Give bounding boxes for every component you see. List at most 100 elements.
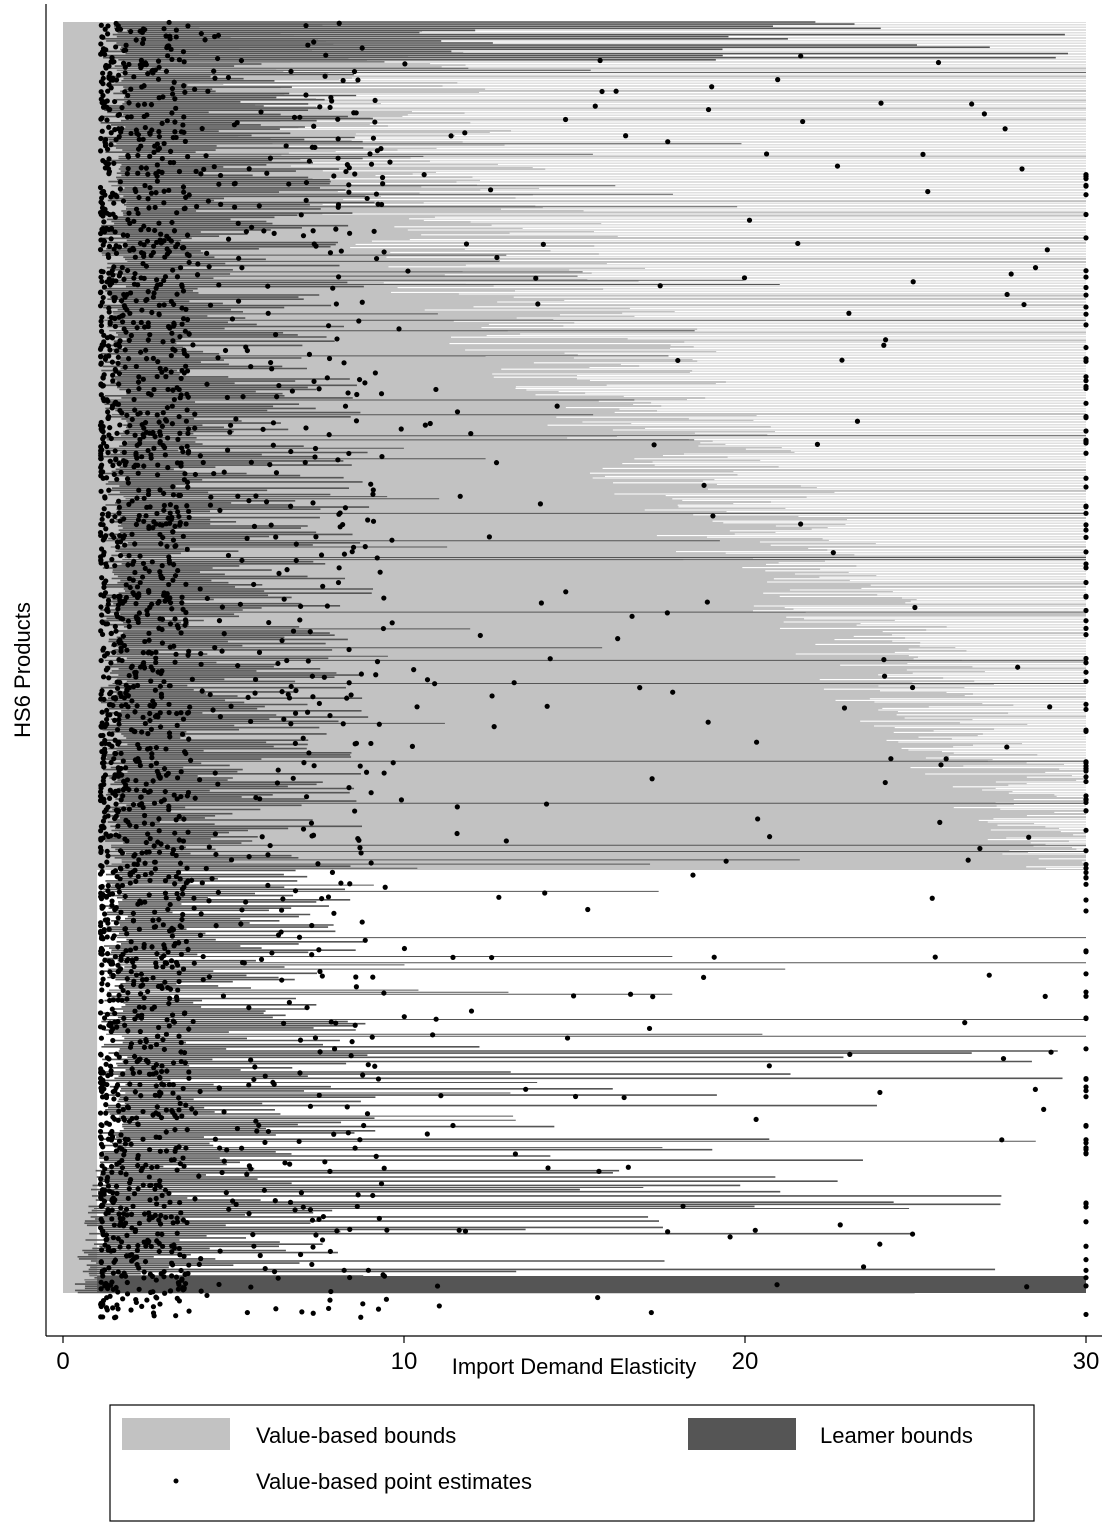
point-estimate [192,411,198,417]
point-estimate [108,1029,114,1035]
point-estimate [114,539,121,545]
point-estimate [124,838,130,844]
point-estimate [175,869,182,875]
point-estimate [144,296,150,303]
x-tick-label: 0 [56,1348,69,1375]
point-estimate [841,705,848,711]
point-estimate [99,962,105,968]
point-estimate [106,1056,112,1062]
point-estimate [132,757,138,763]
point-estimate [126,672,132,679]
point-estimate [147,332,153,338]
point-estimate [244,1171,250,1177]
point-estimate [357,845,363,851]
point-estimate [134,594,141,601]
point-estimate [159,1231,165,1237]
point-estimate [130,917,137,923]
point-estimate [181,59,187,65]
point-estimate [112,513,118,520]
point-estimate [382,884,388,890]
point-estimate [198,1288,204,1294]
point-estimate [132,1229,138,1235]
point-estimate [1083,1088,1089,1094]
point-estimate [1041,1106,1047,1112]
point-estimate [109,1216,115,1222]
point-estimate [343,168,349,175]
point-estimate [161,26,167,32]
point-estimate [176,513,182,520]
point-estimate [152,227,158,234]
point-estimate [328,1019,334,1025]
point-estimate [180,1217,186,1223]
point-estimate [109,405,115,411]
point-estimate [184,316,191,323]
point-estimate [854,418,861,424]
point-estimate [154,277,160,283]
point-estimate [1083,1094,1089,1100]
point-estimate [306,351,313,357]
point-estimate [146,630,152,636]
point-estimate [125,92,131,99]
point-estimate [98,521,104,528]
point-estimate [161,507,167,513]
point-estimate [212,831,218,837]
point-estimate [98,1136,105,1142]
point-estimate [154,768,160,774]
point-estimate [116,314,122,320]
point-estimate [296,1138,302,1145]
point-estimate [186,736,192,742]
point-estimate [111,200,117,206]
point-estimate [344,162,350,168]
point-estimate [287,1161,293,1167]
point-estimate [932,954,938,960]
point-estimate [122,347,128,353]
point-estimate [962,1020,968,1026]
point-estimate [121,440,128,446]
point-estimate [101,440,107,446]
leamer-bounds-bottom-band [97,1276,1087,1293]
point-estimate [271,1081,277,1087]
point-estimate [1083,793,1089,799]
point-estimate [1083,503,1089,509]
point-estimate [135,102,141,108]
point-estimate [217,1145,223,1151]
point-estimate [107,347,113,353]
point-estimate [116,721,122,727]
point-estimate [104,104,110,110]
point-estimate [125,165,131,172]
x-axis-title: Import Demand Elasticity [452,1354,697,1379]
point-estimate [100,835,106,841]
point-estimate [112,448,118,454]
point-estimate [139,574,146,580]
point-estimate [125,562,131,568]
point-estimate [288,721,294,727]
point-estimate [126,806,132,812]
point-estimate [151,243,157,249]
point-estimate [1083,211,1089,218]
point-estimate [184,232,191,238]
point-estimate [313,243,319,249]
point-estimate [224,447,231,453]
point-estimate [544,703,550,709]
point-estimate [881,342,887,348]
point-estimate [359,45,365,51]
point-estimate [159,1081,165,1087]
point-estimate [120,951,126,957]
point-estimate [98,488,104,494]
point-estimate [141,665,148,671]
point-estimate [154,1201,160,1207]
point-estimate [929,895,935,901]
point-estimate [161,679,167,685]
point-estimate [118,1170,124,1176]
legend-swatch-leamer-bounds [688,1418,796,1450]
point-estimate [281,596,287,602]
point-estimate [381,990,387,996]
point-estimate [98,998,104,1005]
point-estimate [1083,1219,1089,1225]
point-estimate [99,575,105,581]
point-estimate [365,1267,372,1273]
point-estimate [119,1273,125,1279]
point-estimate [120,758,126,764]
point-estimate [133,787,140,793]
point-estimate [353,984,359,990]
